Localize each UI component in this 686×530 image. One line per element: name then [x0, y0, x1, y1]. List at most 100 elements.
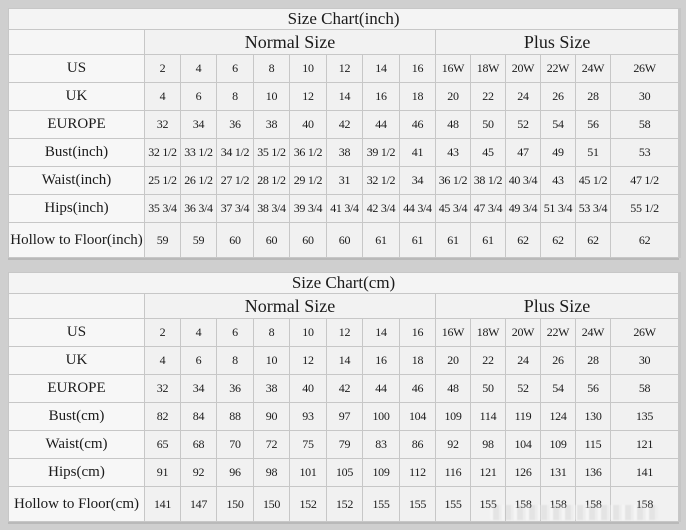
table-cell: 70: [216, 430, 254, 459]
table-cell: 152: [326, 486, 363, 522]
table-cell: 42: [326, 374, 363, 403]
table-cell: 20: [435, 82, 471, 111]
table-cell: 60: [216, 222, 254, 258]
table-cell: 45 3/4: [435, 194, 471, 223]
table-cell: 28 1/2: [253, 166, 290, 195]
table-cell: 150: [253, 486, 290, 522]
table-cell: 24: [505, 82, 541, 111]
table-cell: 20: [435, 346, 471, 375]
table-row: Hollow to Floor(cm) 141 147 150 150 152 152 155…: [8, 486, 680, 522]
table-cell: 101: [289, 458, 327, 487]
table-cell: 6: [216, 318, 254, 347]
table-row: UK 4 6 8 10 12 14 16 18 20 22 24 26 28 30: [8, 82, 680, 111]
table-cell: 16W: [435, 318, 471, 347]
table-cell: 36: [216, 110, 254, 139]
row-label: Hollow to Floor(inch): [8, 222, 145, 258]
table-cell: 114: [470, 402, 506, 431]
table-cell: 136: [575, 458, 611, 487]
table-cell: 4: [180, 54, 217, 83]
table-cell: 26 1/2: [180, 166, 217, 195]
table-cell: 42 3/4: [362, 194, 400, 223]
table-cell: 141: [609, 458, 680, 487]
table-cell: 92: [435, 430, 471, 459]
table-cell: 104: [399, 402, 436, 431]
table-cell: 59: [144, 222, 181, 258]
table-cell: 126: [505, 458, 541, 487]
table-cell: 56: [575, 110, 611, 139]
table-cell: 60: [253, 222, 290, 258]
table-title-row: Size Chart(inch): [7, 8, 680, 30]
table-cell: 82: [144, 402, 181, 431]
table-cell: 14: [362, 318, 400, 347]
table-cell: 130: [575, 402, 611, 431]
header-spacer-cell: [8, 29, 145, 55]
table-cell: 38 3/4: [253, 194, 290, 223]
table-cell: 36 3/4: [180, 194, 217, 223]
table-cell: 10: [289, 318, 327, 347]
table-cell: 14: [362, 54, 400, 83]
table-cell: 97: [326, 402, 363, 431]
table-cell: 25 1/2: [144, 166, 181, 195]
table-cell: 24W: [575, 54, 611, 83]
row-label: US: [8, 54, 145, 83]
table-cell: 44: [362, 374, 400, 403]
table-cell: 32: [144, 374, 181, 403]
table-cell: 158: [540, 486, 576, 522]
table-cell: 62: [609, 222, 680, 258]
table-cell: 6: [180, 346, 217, 375]
table-cell: 83: [362, 430, 400, 459]
table-cell: 49: [540, 138, 576, 167]
table-cell: 4: [180, 318, 217, 347]
table-cell: 2: [144, 318, 181, 347]
size-chart-inch-table: Size Chart(inch) Normal Size Plus Size US 2 4…: [7, 8, 680, 258]
table-cell: 27 1/2: [216, 166, 254, 195]
table-cell: 54: [540, 374, 576, 403]
table-cell: 41 3/4: [326, 194, 363, 223]
column-group-header-row: Normal Size Plus Size: [8, 293, 680, 319]
table-cell: 96: [216, 458, 254, 487]
table-cell: 30: [609, 346, 680, 375]
row-label: Hollow to Floor(cm): [8, 486, 145, 522]
table-cell: 100: [362, 402, 400, 431]
table-cell: 8: [253, 54, 290, 83]
table-cell: 22W: [540, 54, 576, 83]
table-cell: 98: [470, 430, 506, 459]
table-cell: 98: [253, 458, 290, 487]
size-chart-cm-table: Size Chart(cm) Normal Size Plus Size US 2 4 6 8…: [7, 272, 680, 522]
table-cell: 16: [399, 318, 436, 347]
table-cell: 40: [289, 374, 327, 403]
table-cell: 10: [289, 54, 327, 83]
table-cell: 43: [540, 166, 576, 195]
table-cell: 52: [505, 110, 541, 139]
row-label: US: [8, 318, 145, 347]
table-cell: 104: [505, 430, 541, 459]
table-cell: 8: [253, 318, 290, 347]
table-cell: 119: [505, 402, 541, 431]
table-cell: 60: [289, 222, 327, 258]
table-cell: 51 3/4: [540, 194, 576, 223]
table-cell: 72: [253, 430, 290, 459]
table-cell: 58: [609, 374, 680, 403]
table-cell: 93: [289, 402, 327, 431]
size-chart-tables: Size Chart(inch) Normal Size Plus Size US 2 4…: [7, 8, 680, 522]
table-cell: 24: [505, 346, 541, 375]
table-cell: 152: [289, 486, 327, 522]
header-spacer-cell: [8, 293, 145, 319]
table-cell: 155: [470, 486, 506, 522]
table-cell: 115: [575, 430, 611, 459]
table-cell: 46: [399, 110, 436, 139]
normal-size-header: Normal Size: [144, 293, 436, 319]
table-cell: 26W: [609, 318, 680, 347]
table-row: US 2 4 6 8 10 12 14 16 16W 18W 20W 22W 24W 26W: [8, 318, 680, 347]
table-cell: 28: [575, 82, 611, 111]
table-cell: 39 3/4: [289, 194, 327, 223]
table-cell: 42: [326, 110, 363, 139]
table-cell: 22W: [540, 318, 576, 347]
table-cell: 56: [575, 374, 611, 403]
table-cell: 8: [216, 346, 254, 375]
table-title: Size Chart(inch): [7, 8, 680, 30]
table-cell: 6: [180, 82, 217, 111]
table-cell: 16: [399, 54, 436, 83]
table-cell: 88: [216, 402, 254, 431]
